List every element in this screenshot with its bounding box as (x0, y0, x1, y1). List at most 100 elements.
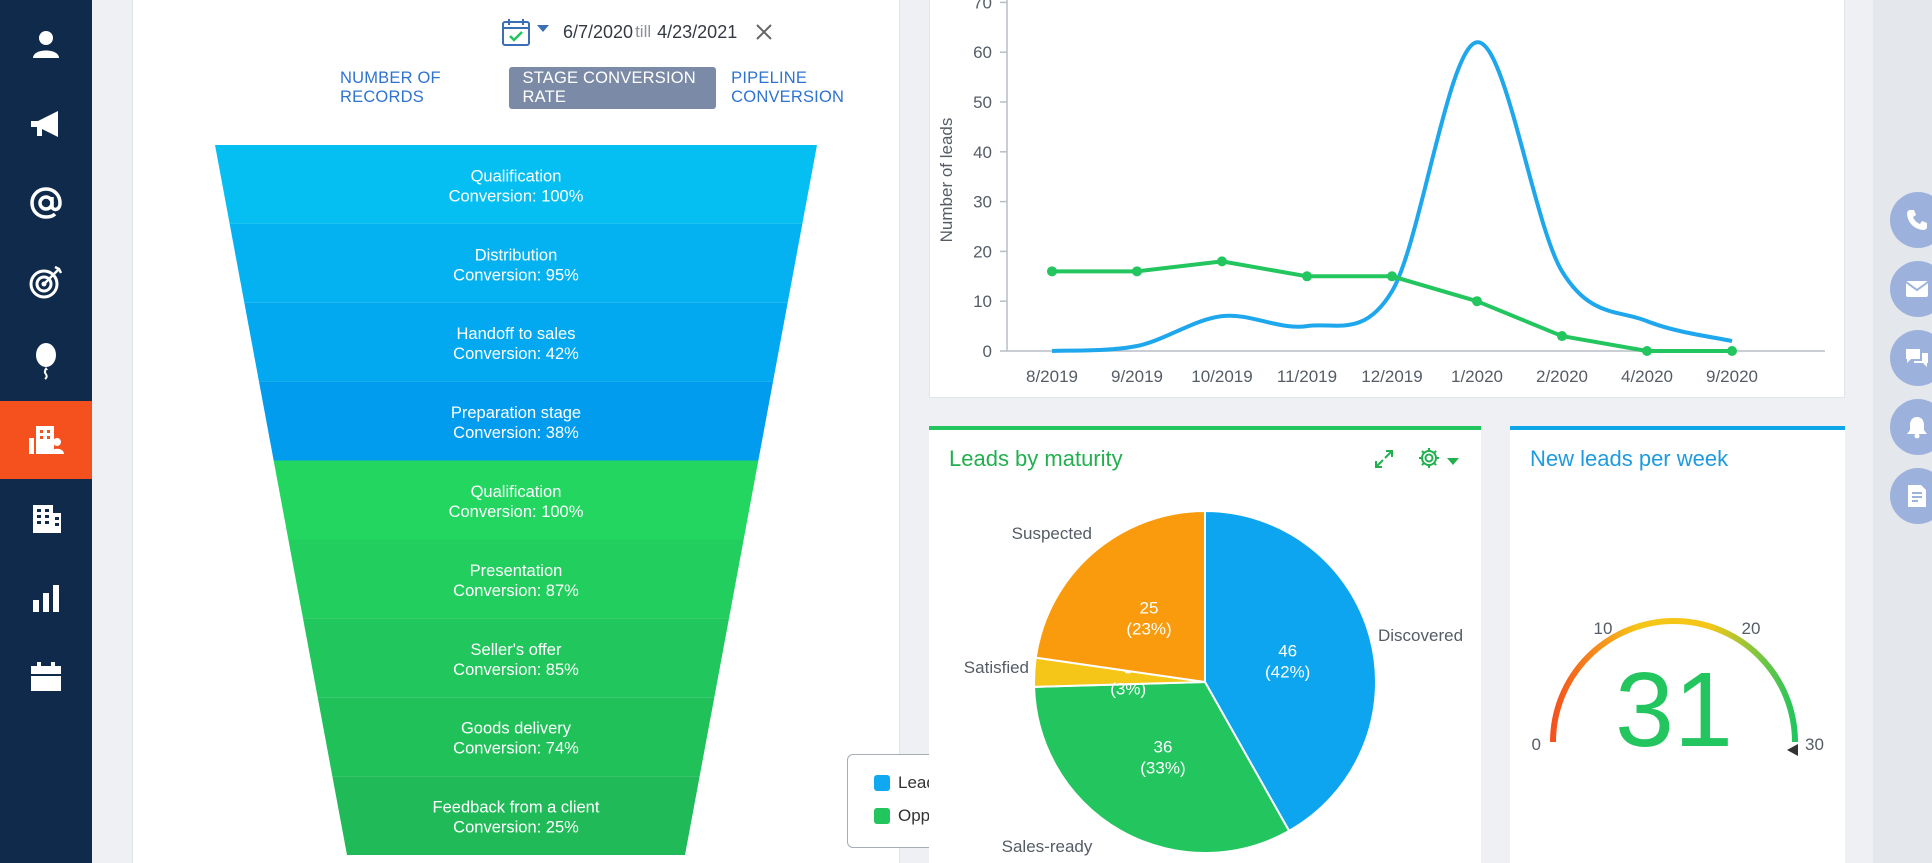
funnel-stage[interactable] (303, 618, 729, 698)
legend-swatch (874, 775, 890, 791)
gauge-pointer (1787, 744, 1798, 756)
phone-button[interactable] (1890, 192, 1932, 248)
funnel-stage-conversion: Conversion: 74% (453, 740, 579, 758)
x-tick-label: 11/2019 (1277, 367, 1337, 386)
balloon-icon (36, 343, 56, 380)
legend-label: Lead (898, 773, 936, 792)
pie-category-label: Suspected (1012, 524, 1092, 543)
funnel-stage[interactable] (229, 223, 803, 303)
legend-swatch (874, 808, 890, 824)
funnel-stage[interactable] (273, 460, 759, 540)
gauge-arc (1550, 618, 1798, 743)
bell-icon (1907, 417, 1927, 439)
calendar-icon (31, 662, 61, 691)
pie-slice[interactable] (1033, 680, 1291, 854)
funnel-stage[interactable] (215, 145, 817, 224)
series-point[interactable] (1387, 271, 1397, 282)
series-point[interactable] (1727, 346, 1737, 356)
funnel-stage[interactable] (288, 539, 744, 619)
funnel-stage-conversion: Conversion: 38% (453, 424, 579, 442)
sidebar-item-events[interactable] (0, 322, 92, 400)
close-icon[interactable] (753, 21, 775, 43)
series-line-0[interactable] (1051, 40, 1733, 353)
date-start[interactable]: 6/7/2020 (563, 21, 634, 42)
funnel-stage[interactable] (332, 776, 700, 855)
gear-icon[interactable] (1417, 446, 1441, 470)
pie-slice[interactable] (1204, 509, 1377, 833)
series-point[interactable] (1047, 266, 1057, 277)
y-tick-label: 70 (973, 0, 992, 12)
gauge-tick-label: 20 (1742, 619, 1761, 638)
chat-icon (1906, 349, 1928, 367)
x-tick-label: 9/2020 (1706, 367, 1758, 386)
at-sign-icon (30, 187, 62, 219)
gauge-tick-label: 10 (1594, 619, 1613, 638)
phone-icon (1907, 210, 1927, 230)
funnel-stage-name: Qualification (471, 167, 562, 185)
calendar-check-icon[interactable] (501, 17, 531, 47)
funnel-stage-name: Feedback from a client (433, 799, 600, 817)
pie-slice[interactable] (1034, 509, 1206, 684)
pie-category-label: Satisfied (964, 658, 1029, 677)
chat-button[interactable] (1890, 330, 1932, 386)
bar-chart-icon (33, 585, 59, 612)
y-axis-label: Number of leads (937, 118, 956, 243)
funnel-mode-tabs: NUMBER OF RECORDS STAGE CONVERSION RATE … (329, 67, 899, 109)
tab-pipeline-conversion[interactable]: PIPELINE CONVERSION (731, 69, 845, 106)
funnel-stage[interactable] (259, 381, 773, 461)
sidebar-item-campaigns[interactable] (0, 85, 92, 163)
y-tick-label: 30 (973, 193, 992, 212)
sidebar-item-email[interactable] (0, 164, 92, 242)
new-leads-per-week-widget: New leads per week 0 10 20 30 31 (1510, 426, 1845, 863)
building-icon (33, 505, 61, 533)
building-contacts-icon (29, 426, 64, 454)
date-separator: till (635, 22, 652, 41)
gauge-chart: 0 10 20 30 31 (1532, 618, 1824, 769)
funnel-chart: Qualification Conversion: 100% Distributio… (215, 145, 817, 855)
pie-value-label: 46 (1278, 641, 1297, 660)
x-tick-label: 10/2019 (1191, 367, 1252, 386)
envelope-icon (1905, 281, 1929, 297)
target-icon (29, 265, 63, 299)
chevron-down-icon[interactable] (537, 24, 549, 32)
tab-number-of-records[interactable]: NUMBER OF RECORDS (340, 69, 441, 106)
series-point[interactable] (1132, 266, 1142, 277)
documents-button[interactable] (1890, 468, 1932, 524)
sidebar-item-leads[interactable] (0, 243, 92, 321)
chevron-down-icon[interactable] (1447, 458, 1459, 465)
funnel-stage-name: Presentation (470, 562, 563, 580)
series-point[interactable] (1472, 296, 1482, 307)
funnel-stage[interactable] (244, 302, 788, 382)
series-point[interactable] (1217, 256, 1227, 267)
date-end[interactable]: 4/23/2021 (657, 21, 738, 42)
pie-category-label: Sales-ready (1002, 837, 1093, 856)
funnel-stage-name: Qualification (471, 483, 562, 501)
funnel-stage-conversion: Conversion: 25% (453, 819, 579, 837)
series-point[interactable] (1642, 346, 1652, 356)
expand-icon[interactable] (1373, 448, 1395, 470)
series-point[interactable] (1557, 331, 1567, 342)
gauge-value: 31 (1615, 651, 1733, 769)
sidebar-item-calendar[interactable] (0, 638, 92, 716)
funnel-stage-conversion: Conversion: 100% (449, 503, 584, 521)
tab-stage-conversion-rate[interactable]: STAGE CONVERSION RATE (508, 67, 717, 109)
funnel-stage[interactable] (317, 697, 715, 777)
email-button[interactable] (1890, 261, 1932, 317)
date-range-filter[interactable]: 6/7/2020 till 4/23/2021 (501, 14, 775, 50)
x-tick-label: 4/2020 (1621, 367, 1673, 386)
funnel-stage-conversion: Conversion: 95% (453, 266, 579, 284)
x-tick-label: 8/2019 (1026, 367, 1078, 386)
series-point[interactable] (1302, 271, 1312, 282)
sidebar-item-companies[interactable] (0, 480, 92, 558)
x-tick-label: 9/2019 (1111, 367, 1163, 386)
gauge-tick-label: 30 (1805, 735, 1824, 754)
x-tick-label: 1/2020 (1451, 367, 1503, 386)
y-tick-label: 0 (983, 342, 992, 361)
legend-item-lead[interactable]: Lead (874, 773, 936, 793)
notifications-button[interactable] (1890, 399, 1932, 455)
funnel-stage-conversion: Conversion: 100% (449, 187, 584, 205)
sidebar-item-contacts[interactable] (0, 6, 92, 84)
y-tick-label: 10 (973, 292, 992, 311)
sidebar-item-analytics[interactable] (0, 559, 92, 637)
sidebar-item-accounts[interactable] (0, 401, 92, 479)
